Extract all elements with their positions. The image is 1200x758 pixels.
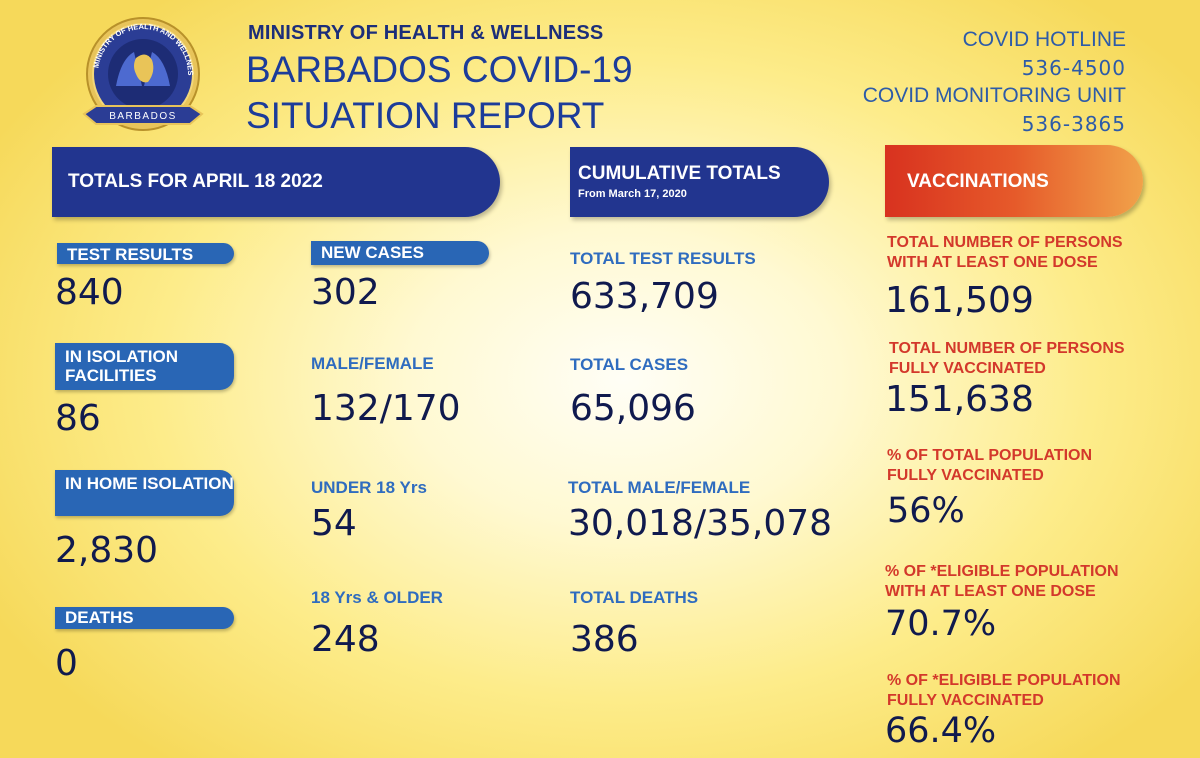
new-cases-value: 302 (311, 272, 380, 313)
deaths-tag: DEATHS (55, 607, 234, 629)
report-title-line2: SITUATION REPORT (246, 95, 605, 136)
test-results-tag: TEST RESULTS (57, 243, 234, 264)
fully-vaccinated-label: TOTAL NUMBER OF PERSONS FULLY VACCINATED (889, 339, 1125, 379)
deaths-value: 0 (55, 643, 78, 684)
under-18-label: UNDER 18 Yrs (311, 478, 427, 497)
one-dose-label: TOTAL NUMBER OF PERSONS WITH AT LEAST ON… (887, 233, 1123, 273)
monitoring-unit-label: COVID MONITORING UNIT (862, 84, 1126, 107)
cumulative-totals-banner: CUMULATIVE TOTALS From March 17, 2020 (570, 147, 829, 217)
over-18-value: 248 (311, 619, 380, 660)
hotline-number: 536-4500 (1021, 56, 1126, 80)
total-male-female-value: 30,018/35,078 (568, 503, 833, 544)
vaccinations-banner: VACCINATIONS (885, 145, 1143, 217)
total-tests-value: 633,709 (570, 276, 719, 317)
pct-population-label-line1: % OF TOTAL POPULATION (887, 447, 1093, 464)
ministry-name: MINISTRY OF HEALTH & WELLNESS (248, 22, 604, 44)
isolation-facilities-tag: IN ISOLATION FACILITIES (55, 343, 234, 390)
total-deaths-label: TOTAL DEATHS (570, 588, 699, 607)
home-isolation-value: 2,830 (55, 530, 159, 571)
pct-eligible-one-dose-label-line1: % OF *ELIGIBLE POPULATION (885, 563, 1119, 580)
pct-eligible-full-label-line2: FULLY VACCINATED (887, 692, 1044, 709)
fully-vaccinated-value: 151,638 (885, 379, 1034, 420)
cumulative-banner-title: CUMULATIVE TOTALS (578, 163, 781, 184)
daily-totals-banner: TOTALS FOR APRIL 18 2022 (52, 147, 500, 217)
monitoring-unit-number: 536-3865 (1021, 112, 1126, 136)
pct-eligible-full-label: % OF *ELIGIBLE POPULATION FULLY VACCINAT… (887, 671, 1121, 711)
total-cases-value: 65,096 (570, 388, 696, 429)
one-dose-value: 161,509 (885, 280, 1034, 321)
new-cases-tag: NEW CASES (311, 241, 489, 265)
over-18-label: 18 Yrs & OLDER (311, 588, 443, 607)
total-tests-label: TOTAL TEST RESULTS (570, 249, 756, 268)
test-results-value: 840 (55, 272, 124, 313)
cumulative-banner-subtitle: From March 17, 2020 (578, 188, 687, 200)
pct-eligible-one-dose-label-line2: WITH AT LEAST ONE DOSE (885, 583, 1096, 600)
total-deaths-value: 386 (570, 619, 639, 660)
under-18-value: 54 (311, 503, 357, 544)
total-male-female-label: TOTAL MALE/FEMALE (568, 478, 751, 497)
pct-population-value: 56% (887, 491, 965, 531)
pct-eligible-one-dose-value: 70.7% (885, 604, 997, 644)
pct-population-label-line2: FULLY VACCINATED (887, 467, 1044, 484)
fully-vaccinated-label-line1: TOTAL NUMBER OF PERSONS (889, 340, 1125, 357)
pct-eligible-full-value: 66.4% (885, 711, 997, 751)
hotline-label: COVID HOTLINE (962, 28, 1126, 51)
pct-population-label: % OF TOTAL POPULATION FULLY VACCINATED (887, 446, 1092, 486)
svg-text:BARBADOS: BARBADOS (109, 111, 177, 122)
home-isolation-tag: IN HOME ISOLATION (55, 470, 234, 516)
one-dose-label-line2: WITH AT LEAST ONE DOSE (887, 254, 1098, 271)
fully-vaccinated-label-line2: FULLY VACCINATED (889, 360, 1046, 377)
ministry-logo: MINISTRY OF HEALTH AND WELLNESS BARBADOS (73, 7, 210, 138)
report-title-line1: BARBADOS COVID-19 (246, 49, 633, 90)
pct-eligible-full-label-line1: % OF *ELIGIBLE POPULATION (887, 672, 1121, 689)
total-cases-label: TOTAL CASES (570, 355, 689, 374)
male-female-label: MALE/FEMALE (311, 354, 434, 373)
male-female-value: 132/170 (311, 388, 461, 429)
isolation-facilities-value: 86 (55, 398, 101, 439)
pct-eligible-one-dose-label: % OF *ELIGIBLE POPULATION WITH AT LEAST … (885, 562, 1119, 602)
one-dose-label-line1: TOTAL NUMBER OF PERSONS (887, 234, 1123, 251)
